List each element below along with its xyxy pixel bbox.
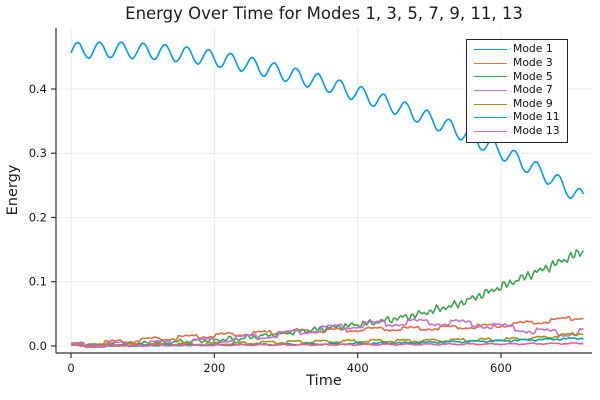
- series-line-mode-13: [70, 342, 584, 348]
- legend-line-swatch: [474, 90, 507, 92]
- x-tick-label: 200: [203, 361, 225, 375]
- legend-label: Mode 9: [513, 96, 553, 110]
- legend-item-mode-11: Mode 11: [474, 111, 560, 125]
- legend-label: Mode 7: [513, 83, 553, 97]
- series-line-mode-5: [70, 249, 585, 348]
- legend-line-swatch: [474, 49, 507, 51]
- legend-label: Mode 3: [513, 55, 553, 69]
- legend: Mode 1 Mode 3 Mode 5 Mode 7 Mode 9 Mode 11 Mod…: [466, 39, 568, 144]
- legend-line-swatch: [474, 103, 507, 105]
- series-line-mode-7: [70, 318, 584, 349]
- chart-title: Energy Over Time for Modes 1, 3, 5, 7, 9…: [125, 4, 523, 23]
- legend-item-mode-1: Mode 1: [474, 43, 560, 57]
- y-tick-label: 0.0: [29, 339, 47, 353]
- legend-label: Mode 13: [513, 123, 560, 137]
- legend-line-swatch: [474, 76, 507, 78]
- legend-line-swatch: [474, 62, 507, 64]
- x-tick-label: 0: [67, 361, 74, 375]
- x-axis-label: Time: [306, 373, 342, 389]
- y-tick-label: 0.2: [29, 210, 47, 224]
- series-line-mode-1: [70, 41, 585, 200]
- legend-label: Mode 1: [513, 42, 553, 56]
- x-tick-label: 400: [347, 361, 369, 375]
- legend-line-swatch: [474, 130, 507, 132]
- legend-item-mode-9: Mode 9: [474, 97, 560, 111]
- y-tick-label: 0.1: [29, 275, 47, 289]
- x-tick-label: 600: [490, 361, 512, 375]
- legend-item-mode-13: Mode 13: [474, 125, 560, 139]
- legend-item-mode-5: Mode 5: [474, 70, 560, 84]
- y-tick-label: 0.4: [29, 82, 47, 96]
- y-tick-label: 0.3: [29, 146, 47, 160]
- legend-item-mode-7: Mode 7: [474, 84, 560, 98]
- legend-item-mode-3: Mode 3: [474, 57, 560, 71]
- legend-label: Mode 5: [513, 69, 553, 83]
- legend-label: Mode 11: [513, 110, 560, 124]
- series-line-mode-3: [70, 315, 584, 347]
- legend-line-swatch: [474, 117, 507, 119]
